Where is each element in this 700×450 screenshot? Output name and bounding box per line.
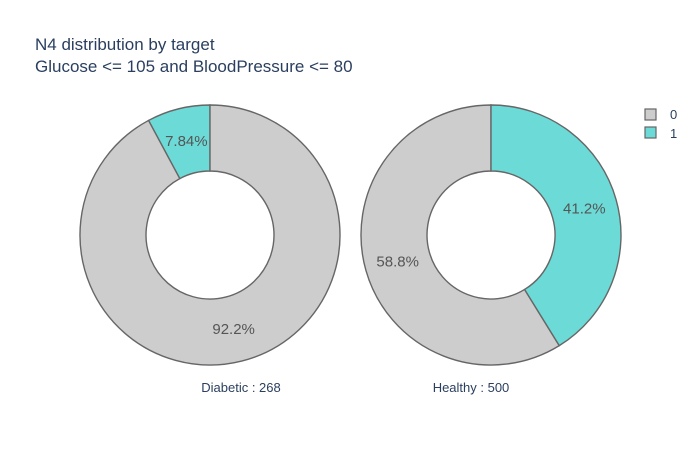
legend-item-0[interactable]: 0 — [644, 107, 677, 122]
pie-label-healthy-0: 58.8% — [376, 253, 419, 270]
legend-swatch-0 — [644, 108, 657, 121]
chart-title-line-1: N4 distribution by target — [35, 35, 215, 54]
pie-slice-healthy-0[interactable] — [360, 104, 561, 366]
donut-chart-diabetic: 7.84% 92.2% — [79, 104, 341, 366]
pie-slice-healthy-1[interactable] — [490, 104, 622, 347]
donut-subtitle-healthy: Healthy : 500 — [433, 380, 510, 395]
legend: 0 1 — [644, 107, 677, 141]
legend-label-0: 0 — [670, 107, 677, 122]
chart-title-line-2: Glucose <= 105 and BloodPressure <= 80 — [35, 57, 353, 76]
donut-chart-healthy: 58.8% 41.2% — [360, 104, 622, 366]
pie-slice-diabetic-0[interactable] — [79, 104, 341, 366]
legend-swatch-1 — [644, 126, 657, 139]
legend-item-1[interactable]: 1 — [644, 126, 677, 141]
pie-label-healthy-1: 41.2% — [563, 201, 606, 218]
pie-label-diabetic-1: 7.84% — [165, 133, 208, 150]
legend-label-1: 1 — [670, 126, 677, 141]
donut-subtitle-diabetic: Diabetic : 268 — [201, 380, 281, 395]
pie-label-diabetic-0: 92.2% — [212, 321, 255, 338]
